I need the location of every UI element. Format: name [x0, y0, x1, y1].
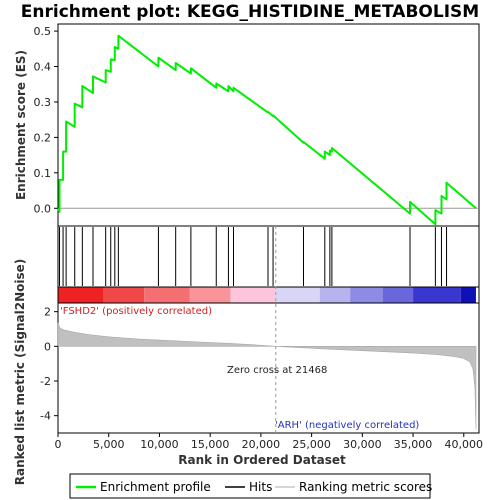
color-bar-segment	[230, 287, 276, 303]
metric-y-axis-label: Ranked list metric (Signal2Noise)	[13, 259, 27, 486]
metric-y-tick-label: 0	[44, 340, 51, 353]
es-y-ticks: 0.0 0.1 0.2 0.3 0.4 0.5	[34, 25, 58, 215]
ranking-metric-area	[57, 322, 477, 430]
x-tick-label: 15,000	[191, 438, 230, 451]
x-tick-label: 0	[55, 438, 62, 451]
metric-y-tick-label: -4	[40, 410, 51, 423]
color-bar-segment	[189, 287, 231, 303]
x-tick-label: 5,000	[93, 438, 125, 451]
x-tick-label: 35,000	[394, 438, 433, 451]
metric-panel-frame	[57, 302, 480, 434]
es-y-tick-label: 0.3	[34, 96, 52, 109]
es-y-tick-label: 0.4	[34, 61, 52, 74]
color-bar-segment	[350, 287, 383, 303]
legend-box	[69, 473, 431, 499]
legend-enrichment-profile: Enrichment profile	[100, 480, 211, 494]
es-y-tick-label: 0.1	[34, 167, 52, 180]
legend-ranking-metric: Ranking metric scores	[299, 480, 432, 494]
legend-hits: Hits	[249, 480, 272, 494]
color-bar-segment	[319, 287, 351, 303]
metric-y-ticks: 2 0 -2 -4	[40, 306, 58, 423]
rank-color-bar	[58, 287, 476, 303]
hits-marks	[59, 227, 448, 286]
color-bar-segment	[103, 287, 145, 303]
color-bar-segment	[144, 287, 190, 303]
negative-correlation-label: 'ARH' (negatively correlated)	[275, 420, 419, 431]
es-y-tick-label: 0.0	[34, 202, 52, 215]
color-bar-segment	[460, 287, 476, 303]
es-y-axis-label: Enrichment score (ES)	[14, 50, 28, 200]
chart-title: Enrichment plot: KEGG_HISTIDINE_METABOLI…	[21, 2, 479, 22]
x-axis-label: Rank in Ordered Dataset	[178, 453, 346, 467]
color-bar-segment	[413, 287, 461, 303]
x-tick-label: 10,000	[140, 438, 179, 451]
x-tick-label: 20,000	[242, 438, 281, 451]
metric-y-tick-label: -2	[40, 375, 51, 388]
color-bar-segment	[275, 287, 320, 303]
color-bar-segment	[58, 287, 104, 303]
metric-y-tick-label: 2	[44, 306, 51, 319]
positive-correlation-label: 'FSHD2' (positively correlated)	[60, 306, 212, 317]
color-bar-segment	[382, 287, 414, 303]
x-tick-label: 40,000	[445, 438, 484, 451]
x-tick-label: 30,000	[343, 438, 382, 451]
legend: Enrichment profile Hits Ranking metric s…	[69, 473, 432, 499]
hits-panel-frame	[57, 225, 480, 288]
zero-cross-label: Zero cross at 21468	[227, 365, 327, 376]
es-y-tick-label: 0.2	[34, 131, 52, 144]
enrichment-profile-line	[57, 34, 477, 226]
es-y-tick-label: 0.5	[34, 25, 52, 38]
x-tick-label: 25,000	[292, 438, 331, 451]
x-axis-ticks: 0 5,000 10,000 15,000 20,000 25,000 30,000 35,0…	[55, 433, 484, 451]
